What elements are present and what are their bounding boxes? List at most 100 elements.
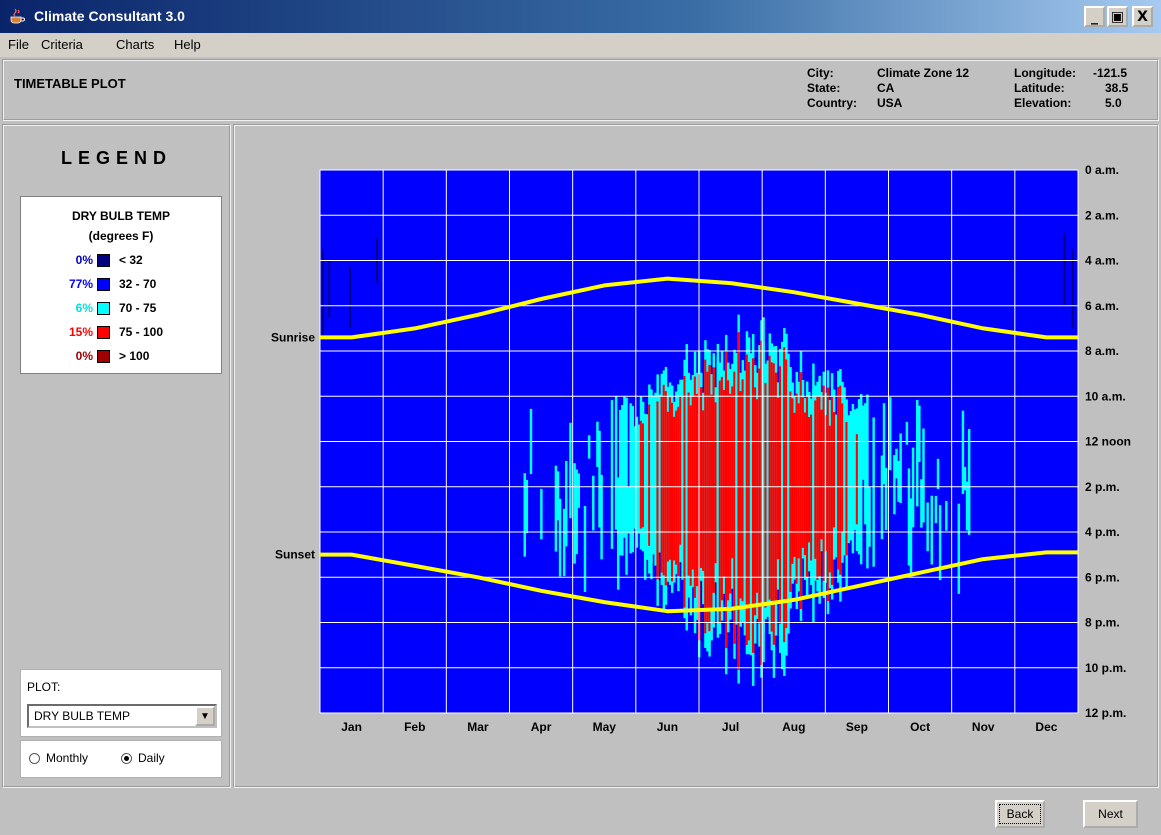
radio-on-icon[interactable] bbox=[121, 752, 132, 764]
warm-temp-cell bbox=[733, 371, 736, 644]
mild-temp-cell bbox=[849, 411, 853, 541]
mild-temp-cell bbox=[945, 500, 948, 531]
legend-percent: 0% bbox=[75, 253, 93, 267]
warm-temp-cell bbox=[724, 350, 728, 649]
warm-temp-cell bbox=[737, 332, 740, 671]
mild-temp-cell bbox=[629, 403, 632, 554]
mild-temp-cell bbox=[922, 428, 925, 523]
menu-criteria[interactable]: Criteria bbox=[41, 37, 83, 52]
legend-range: 32 - 70 bbox=[119, 277, 157, 291]
mild-temp-cell bbox=[905, 421, 909, 445]
next-button[interactable]: Next bbox=[1083, 800, 1138, 828]
mild-temp-cell bbox=[600, 474, 603, 560]
warm-temp-cell bbox=[855, 434, 859, 525]
mild-temp-cell bbox=[525, 479, 529, 534]
radio-off-icon[interactable] bbox=[29, 752, 40, 764]
warm-temp-cell bbox=[770, 362, 774, 632]
hour-tick-label: 8 p.m. bbox=[1085, 616, 1120, 630]
month-tick-label: Jul bbox=[722, 720, 739, 734]
mild-temp-cell bbox=[835, 414, 838, 558]
hour-tick-label: 6 p.m. bbox=[1085, 570, 1120, 584]
menu-bar: File Criteria Charts Help bbox=[0, 33, 1161, 57]
warm-temp-cell bbox=[797, 403, 801, 559]
warm-temp-cell bbox=[764, 382, 767, 608]
warm-temp-cell bbox=[814, 400, 817, 559]
mild-temp-cell bbox=[911, 447, 915, 528]
month-tick-label: Mar bbox=[467, 720, 489, 734]
month-tick-label: Feb bbox=[404, 720, 425, 734]
mild-temp-cell bbox=[596, 421, 599, 467]
title-bar: Climate Consultant 3.0 _ ▣ X bbox=[0, 0, 1161, 33]
warm-temp-cell bbox=[720, 376, 724, 601]
country-value: USA bbox=[877, 96, 903, 110]
coordinate-labels: Longitude: Latitude: Elevation: bbox=[1014, 66, 1076, 111]
mild-temp-cell bbox=[583, 505, 587, 592]
mild-temp-cell bbox=[658, 394, 661, 553]
warm-temp-cell bbox=[758, 368, 761, 624]
java-coffee-icon bbox=[10, 8, 25, 24]
period-radio-group: Monthly Daily bbox=[20, 740, 222, 778]
plot-variable-value: DRY BULB TEMP bbox=[34, 709, 131, 723]
plot-variable-select[interactable]: DRY BULB TEMP ▼ bbox=[27, 704, 217, 728]
warm-temp-cell bbox=[743, 394, 747, 618]
cold-temp-cell bbox=[1071, 249, 1074, 329]
sun-curves bbox=[320, 276, 1078, 614]
state-value: CA bbox=[877, 81, 895, 95]
chart-panel: Jan Feb Mar Apr May Jun Jul Aug Sep Oct Nov Dec 0 a.… bbox=[233, 124, 1159, 788]
warm-temp-cell bbox=[739, 391, 742, 599]
mild-temp-cell bbox=[882, 403, 886, 485]
chart-grid bbox=[319, 169, 1079, 714]
legend-swatch bbox=[97, 302, 110, 315]
mild-temp-cell bbox=[853, 409, 857, 531]
mild-temp-cell bbox=[633, 426, 637, 529]
warm-temp-cell bbox=[778, 366, 782, 624]
warm-temp-cell bbox=[828, 425, 832, 573]
warm-temp-cell bbox=[774, 372, 778, 603]
legend-swatch bbox=[97, 326, 110, 339]
warm-temp-cell bbox=[756, 399, 759, 593]
mild-temp-cell bbox=[623, 396, 626, 538]
mild-temp-cell bbox=[565, 460, 568, 547]
warm-temp-cell bbox=[708, 364, 711, 632]
warm-temp-cell bbox=[695, 393, 699, 587]
mild-temp-cell bbox=[918, 405, 921, 463]
close-button[interactable]: X bbox=[1132, 6, 1153, 27]
legend-row-above-100: 0% > 100 bbox=[21, 349, 221, 367]
menu-charts[interactable]: Charts bbox=[116, 37, 155, 52]
warm-temp-cell bbox=[710, 394, 713, 610]
warm-temp-cell bbox=[702, 410, 705, 571]
mild-temp-cell bbox=[592, 475, 595, 531]
mild-temp-cell bbox=[936, 458, 940, 490]
cold-temp-cell bbox=[1063, 233, 1066, 306]
legend-panel: LEGEND DRY BULB TEMP (degrees F) 0% < 32… bbox=[2, 124, 231, 788]
legend-row-32-70: 77% 32 - 70 bbox=[21, 277, 221, 295]
minimize-button[interactable]: _ bbox=[1084, 6, 1105, 27]
dropdown-arrow-icon[interactable]: ▼ bbox=[195, 706, 215, 726]
warm-temp-cell bbox=[731, 386, 734, 559]
legend-percent: 0% bbox=[75, 349, 93, 363]
menu-help[interactable]: Help bbox=[174, 37, 201, 52]
mild-temp-cell bbox=[587, 435, 591, 459]
warm-temp-cell bbox=[691, 395, 695, 570]
legend-row-75-100: 15% 75 - 100 bbox=[21, 325, 221, 343]
warm-temp-cell bbox=[716, 357, 720, 606]
city-label: City: bbox=[807, 66, 834, 80]
mild-temp-cell bbox=[625, 397, 628, 575]
warm-temp-cell bbox=[843, 404, 846, 542]
mild-temp-cell bbox=[895, 448, 898, 479]
monthly-radio[interactable]: Monthly bbox=[29, 751, 88, 765]
mild-temp-cell bbox=[934, 495, 938, 524]
location-values: Climate Zone 12 CA USA bbox=[877, 66, 969, 111]
warm-temp-cell bbox=[722, 390, 726, 577]
back-button[interactable]: Back bbox=[995, 800, 1045, 828]
mild-temp-cell bbox=[893, 455, 896, 515]
hour-tick-label: 2 a.m. bbox=[1085, 208, 1119, 222]
menu-file[interactable]: File bbox=[8, 37, 29, 52]
warm-temp-cell bbox=[820, 409, 823, 540]
warm-temp-cell bbox=[818, 396, 821, 577]
maximize-button[interactable]: ▣ bbox=[1107, 6, 1128, 27]
warm-temp-cell bbox=[801, 397, 805, 548]
warm-temp-cell bbox=[689, 405, 693, 586]
mild-temp-cell bbox=[864, 403, 867, 525]
daily-radio[interactable]: Daily bbox=[121, 751, 165, 765]
